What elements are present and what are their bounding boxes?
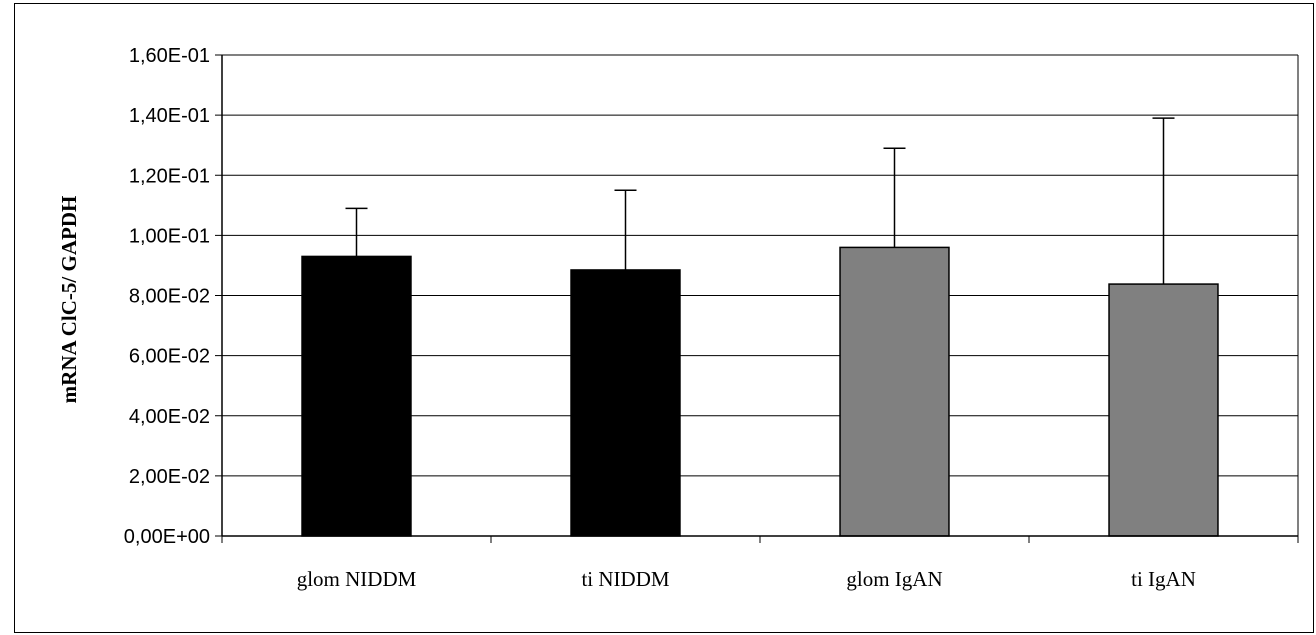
y-tick-label: 6,00E-02 [129, 346, 210, 368]
x-category-label: ti NIDDM [581, 567, 669, 591]
y-tick-label: 4,00E-02 [129, 406, 210, 428]
y-tick-label: 2,00E-02 [129, 466, 210, 488]
y-tick-labels: 0,00E+00 2,00E-02 4,00E-02 6,00E-02 8,00E-02… [124, 45, 210, 548]
y-tick-label: 0,00E+00 [124, 526, 210, 548]
y-tick-label: 1,60E-01 [129, 45, 210, 67]
x-category-label: ti IgAN [1131, 567, 1196, 591]
y-tick-label: 1,00E-01 [129, 225, 210, 247]
x-category-labels: glom NIDDM ti NIDDM glom IgAN ti IgAN [297, 567, 1196, 591]
bar [301, 255, 412, 537]
y-tick-label: 1,20E-01 [129, 165, 210, 187]
bar [570, 269, 681, 537]
y-axis-title: mRNA ClC-5/ GAPDH [57, 196, 81, 404]
bar [839, 246, 950, 537]
y-tick-label: 1,40E-01 [129, 105, 210, 127]
axes [215, 54, 1299, 543]
bar [1108, 283, 1219, 537]
x-category-label: glom NIDDM [297, 567, 417, 591]
error-bars [345, 117, 1175, 285]
y-tick-label: 8,00E-02 [129, 286, 210, 308]
x-category-label: glom IgAN [846, 567, 942, 591]
bars [301, 246, 1219, 537]
